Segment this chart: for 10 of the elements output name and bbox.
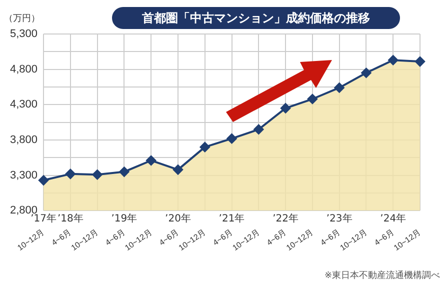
- y-tick-label: 3,800: [10, 134, 38, 146]
- text: ※東日本不動産流通機構調べ: [324, 270, 440, 282]
- chart-title: 首都圏「中古マンション」成約価格の推移: [112, 7, 400, 29]
- y-tick-label: 4,300: [10, 98, 38, 111]
- point: [146, 155, 156, 166]
- point: [307, 94, 318, 104]
- y-axis-title: （万円）: [4, 13, 40, 25]
- y-tick-label: 3,300: [10, 169, 38, 182]
- y-tick-label: 5,300: [10, 28, 38, 40]
- y-tick-label: 4,800: [10, 63, 38, 76]
